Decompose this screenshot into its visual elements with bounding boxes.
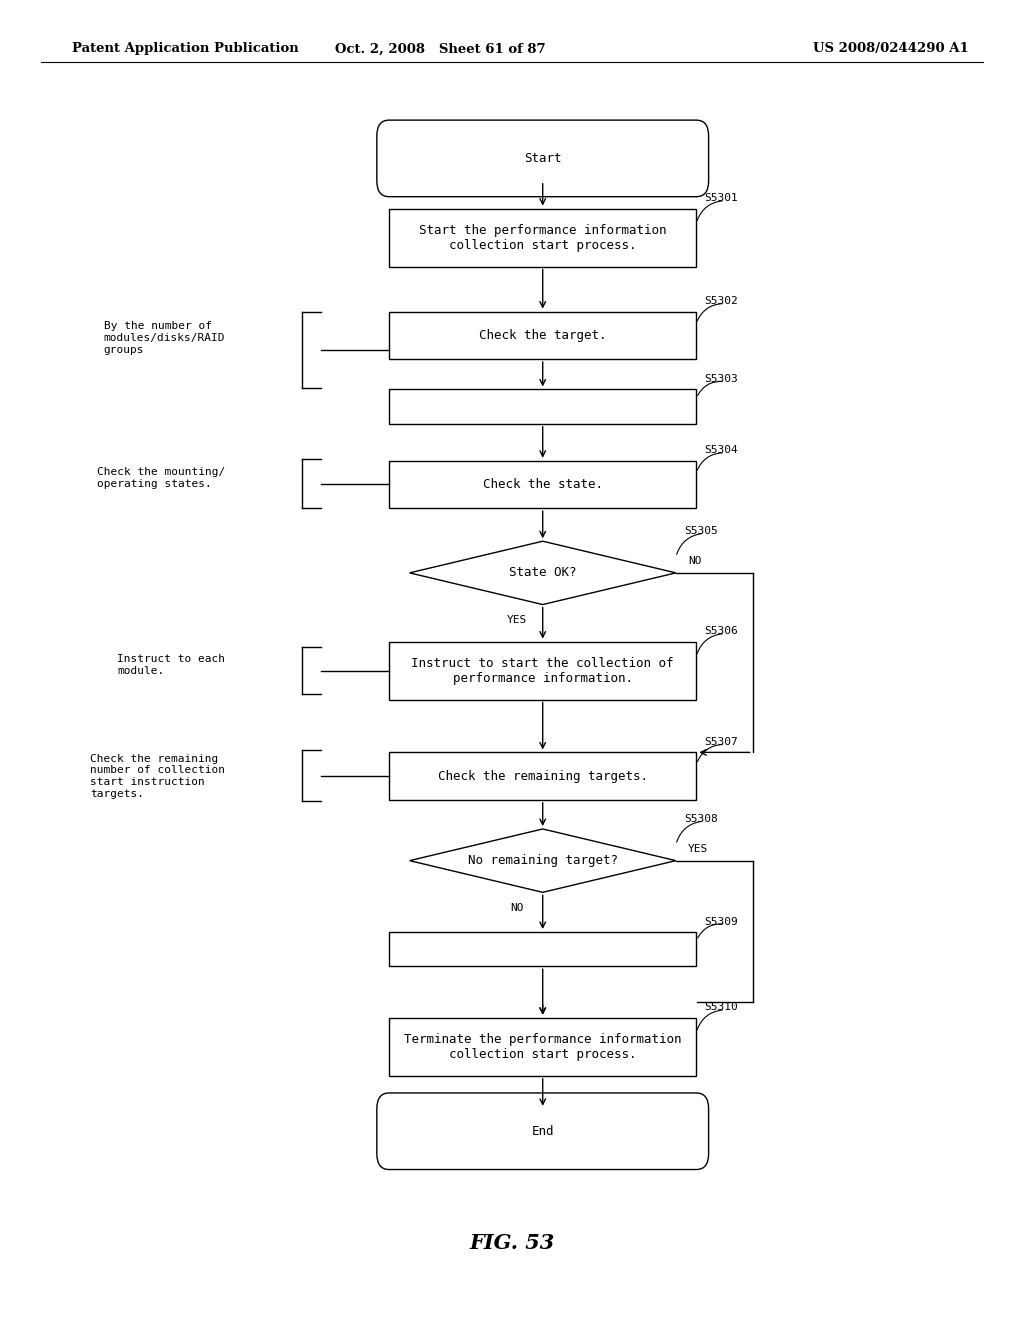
Bar <box>389 642 696 700</box>
Text: S5303: S5303 <box>705 374 738 384</box>
Bar <box>389 1018 696 1076</box>
Text: State OK?: State OK? <box>509 566 577 579</box>
FancyBboxPatch shape <box>377 1093 709 1170</box>
Text: End: End <box>531 1125 554 1138</box>
Polygon shape <box>410 541 676 605</box>
Text: Terminate the performance information
collection start process.: Terminate the performance information co… <box>404 1032 681 1061</box>
Text: S5308: S5308 <box>684 813 718 824</box>
Text: No remaining target?: No remaining target? <box>468 854 617 867</box>
Text: S5302: S5302 <box>705 296 738 306</box>
Bar <box>389 389 696 424</box>
Bar <box>389 461 696 508</box>
Text: S5301: S5301 <box>705 193 738 203</box>
Text: Patent Application Publication: Patent Application Publication <box>72 42 298 55</box>
Text: NO: NO <box>510 903 524 913</box>
Text: S5304: S5304 <box>705 445 738 455</box>
Text: Check the mounting/
operating states.: Check the mounting/ operating states. <box>97 467 225 488</box>
Text: Check the remaining targets.: Check the remaining targets. <box>437 770 648 783</box>
Text: Start: Start <box>524 152 561 165</box>
Text: S5306: S5306 <box>705 626 738 636</box>
Bar <box>389 932 696 966</box>
Text: Instruct to start the collection of
performance information.: Instruct to start the collection of perf… <box>412 656 674 685</box>
Text: NO: NO <box>688 556 701 566</box>
Text: Check the state.: Check the state. <box>482 478 603 491</box>
Polygon shape <box>410 829 676 892</box>
Bar <box>389 312 696 359</box>
Text: US 2008/0244290 A1: US 2008/0244290 A1 <box>813 42 969 55</box>
Bar <box>389 209 696 267</box>
Text: S5305: S5305 <box>684 525 718 536</box>
Text: Start the performance information
collection start process.: Start the performance information collec… <box>419 223 667 252</box>
Text: S5310: S5310 <box>705 1002 738 1012</box>
Text: Check the target.: Check the target. <box>479 329 606 342</box>
Text: Instruct to each
module.: Instruct to each module. <box>118 655 225 676</box>
Text: FIG. 53: FIG. 53 <box>469 1233 555 1254</box>
Text: YES: YES <box>688 843 709 854</box>
Text: S5307: S5307 <box>705 737 738 747</box>
Text: S5309: S5309 <box>705 916 738 927</box>
Bar <box>389 752 696 800</box>
FancyBboxPatch shape <box>377 120 709 197</box>
Text: By the number of
modules/disks/RAID
groups: By the number of modules/disks/RAID grou… <box>103 321 225 355</box>
Text: YES: YES <box>507 615 527 626</box>
Text: Check the remaining
number of collection
start instruction
targets.: Check the remaining number of collection… <box>90 754 225 799</box>
Text: Oct. 2, 2008   Sheet 61 of 87: Oct. 2, 2008 Sheet 61 of 87 <box>335 42 546 55</box>
